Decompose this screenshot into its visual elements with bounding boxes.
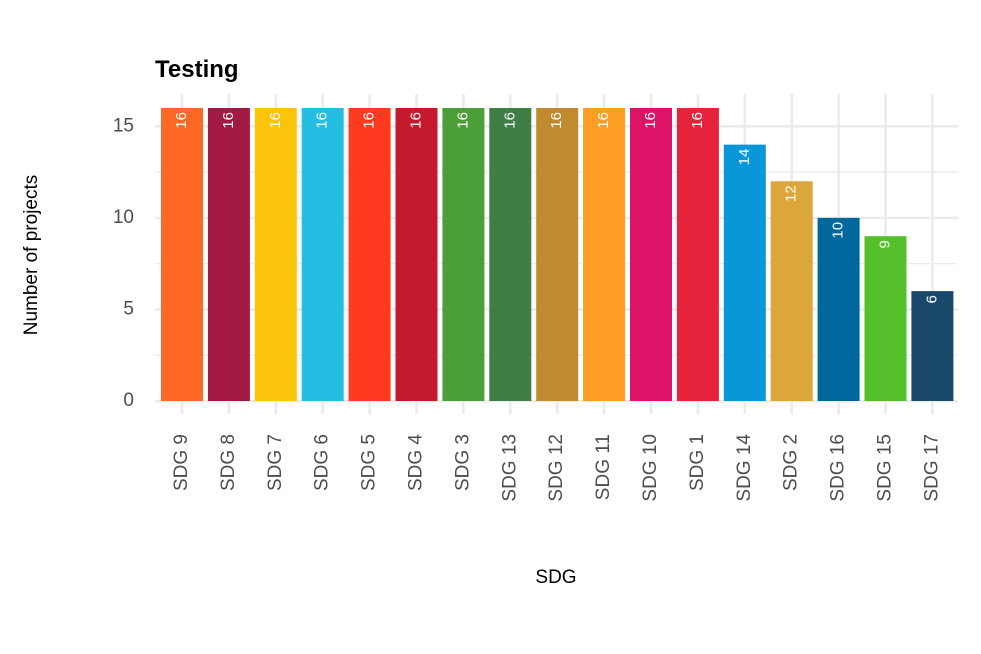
bars xyxy=(161,108,954,401)
x-axis-title: SDG xyxy=(535,567,576,588)
bar-value-label: 16 xyxy=(314,112,331,129)
x-tick-label: SDG 7 xyxy=(265,434,286,491)
x-tick-label: SDG 1 xyxy=(687,434,708,491)
y-tick-label: 15 xyxy=(113,115,134,136)
x-tick-label: SDG 2 xyxy=(781,434,802,491)
x-tick-label: SDG 13 xyxy=(499,434,520,502)
x-tick-label: SDG 11 xyxy=(593,434,614,500)
bar xyxy=(395,108,438,401)
bar-value-label: 16 xyxy=(642,112,659,129)
bar-value-label: 16 xyxy=(173,112,190,129)
bar xyxy=(442,108,485,401)
y-axis-ticks: 0 5 10 15 xyxy=(113,115,134,411)
bar xyxy=(348,108,391,401)
bar-value-label: 16 xyxy=(407,112,424,129)
bar xyxy=(676,108,719,401)
x-tick-label: SDG 15 xyxy=(875,434,896,502)
bar-value-label: 16 xyxy=(689,112,706,129)
bar-value-label: 9 xyxy=(876,240,893,248)
bar xyxy=(630,108,672,401)
x-tick-label: SDG 10 xyxy=(640,434,661,502)
bar-value-label: 16 xyxy=(454,112,471,129)
bar xyxy=(583,108,626,401)
x-tick-label: SDG 4 xyxy=(406,434,427,491)
x-tick-label: SDG 5 xyxy=(359,434,380,491)
chart-title: Testing xyxy=(155,56,239,83)
bar xyxy=(864,236,907,401)
bar xyxy=(161,108,203,401)
bar xyxy=(817,217,860,401)
x-tick-label: SDG 14 xyxy=(734,434,755,502)
x-tick-label: SDG 9 xyxy=(171,434,192,491)
y-tick-label: 0 xyxy=(123,390,134,411)
x-tick-label: SDG 3 xyxy=(452,434,473,491)
x-tick-label: SDG 12 xyxy=(546,434,567,502)
bar-value-label: 10 xyxy=(830,222,847,239)
bar xyxy=(254,108,297,401)
y-tick-label: 10 xyxy=(113,207,134,228)
x-tick-label: SDG 17 xyxy=(921,434,942,502)
bar xyxy=(207,108,250,401)
x-axis-ticks: SDG 9 SDG 8 SDG 7 SDG 6 SDG 5 SDG 4 SDG 3 SDG 1… xyxy=(171,434,942,502)
bar xyxy=(911,291,954,401)
bar xyxy=(723,144,766,401)
bar-value-label: 14 xyxy=(736,149,753,166)
bar-value-label: 16 xyxy=(361,112,378,129)
bar-value-labels: 16 16 16 16 16 16 16 16 16 16 16 16 14 12 10 9 6 xyxy=(173,112,940,303)
bar-value-label: 16 xyxy=(267,112,284,129)
bar-value-label: 12 xyxy=(783,185,800,202)
y-axis-title: Number of projects xyxy=(21,175,42,336)
bar-value-label: 16 xyxy=(548,112,565,129)
bar xyxy=(489,108,532,401)
x-tick-label: SDG 8 xyxy=(218,434,239,491)
bar xyxy=(770,181,813,401)
y-tick-label: 5 xyxy=(123,298,134,319)
bar-value-label: 16 xyxy=(501,112,518,129)
x-tick-label: SDG 6 xyxy=(312,434,333,491)
x-tick-label: SDG 16 xyxy=(828,434,849,502)
bar xyxy=(536,108,579,401)
bar xyxy=(301,108,344,401)
bar-value-label: 16 xyxy=(595,112,612,129)
bar-value-label: 16 xyxy=(220,112,237,129)
bar-value-label: 6 xyxy=(923,295,940,303)
